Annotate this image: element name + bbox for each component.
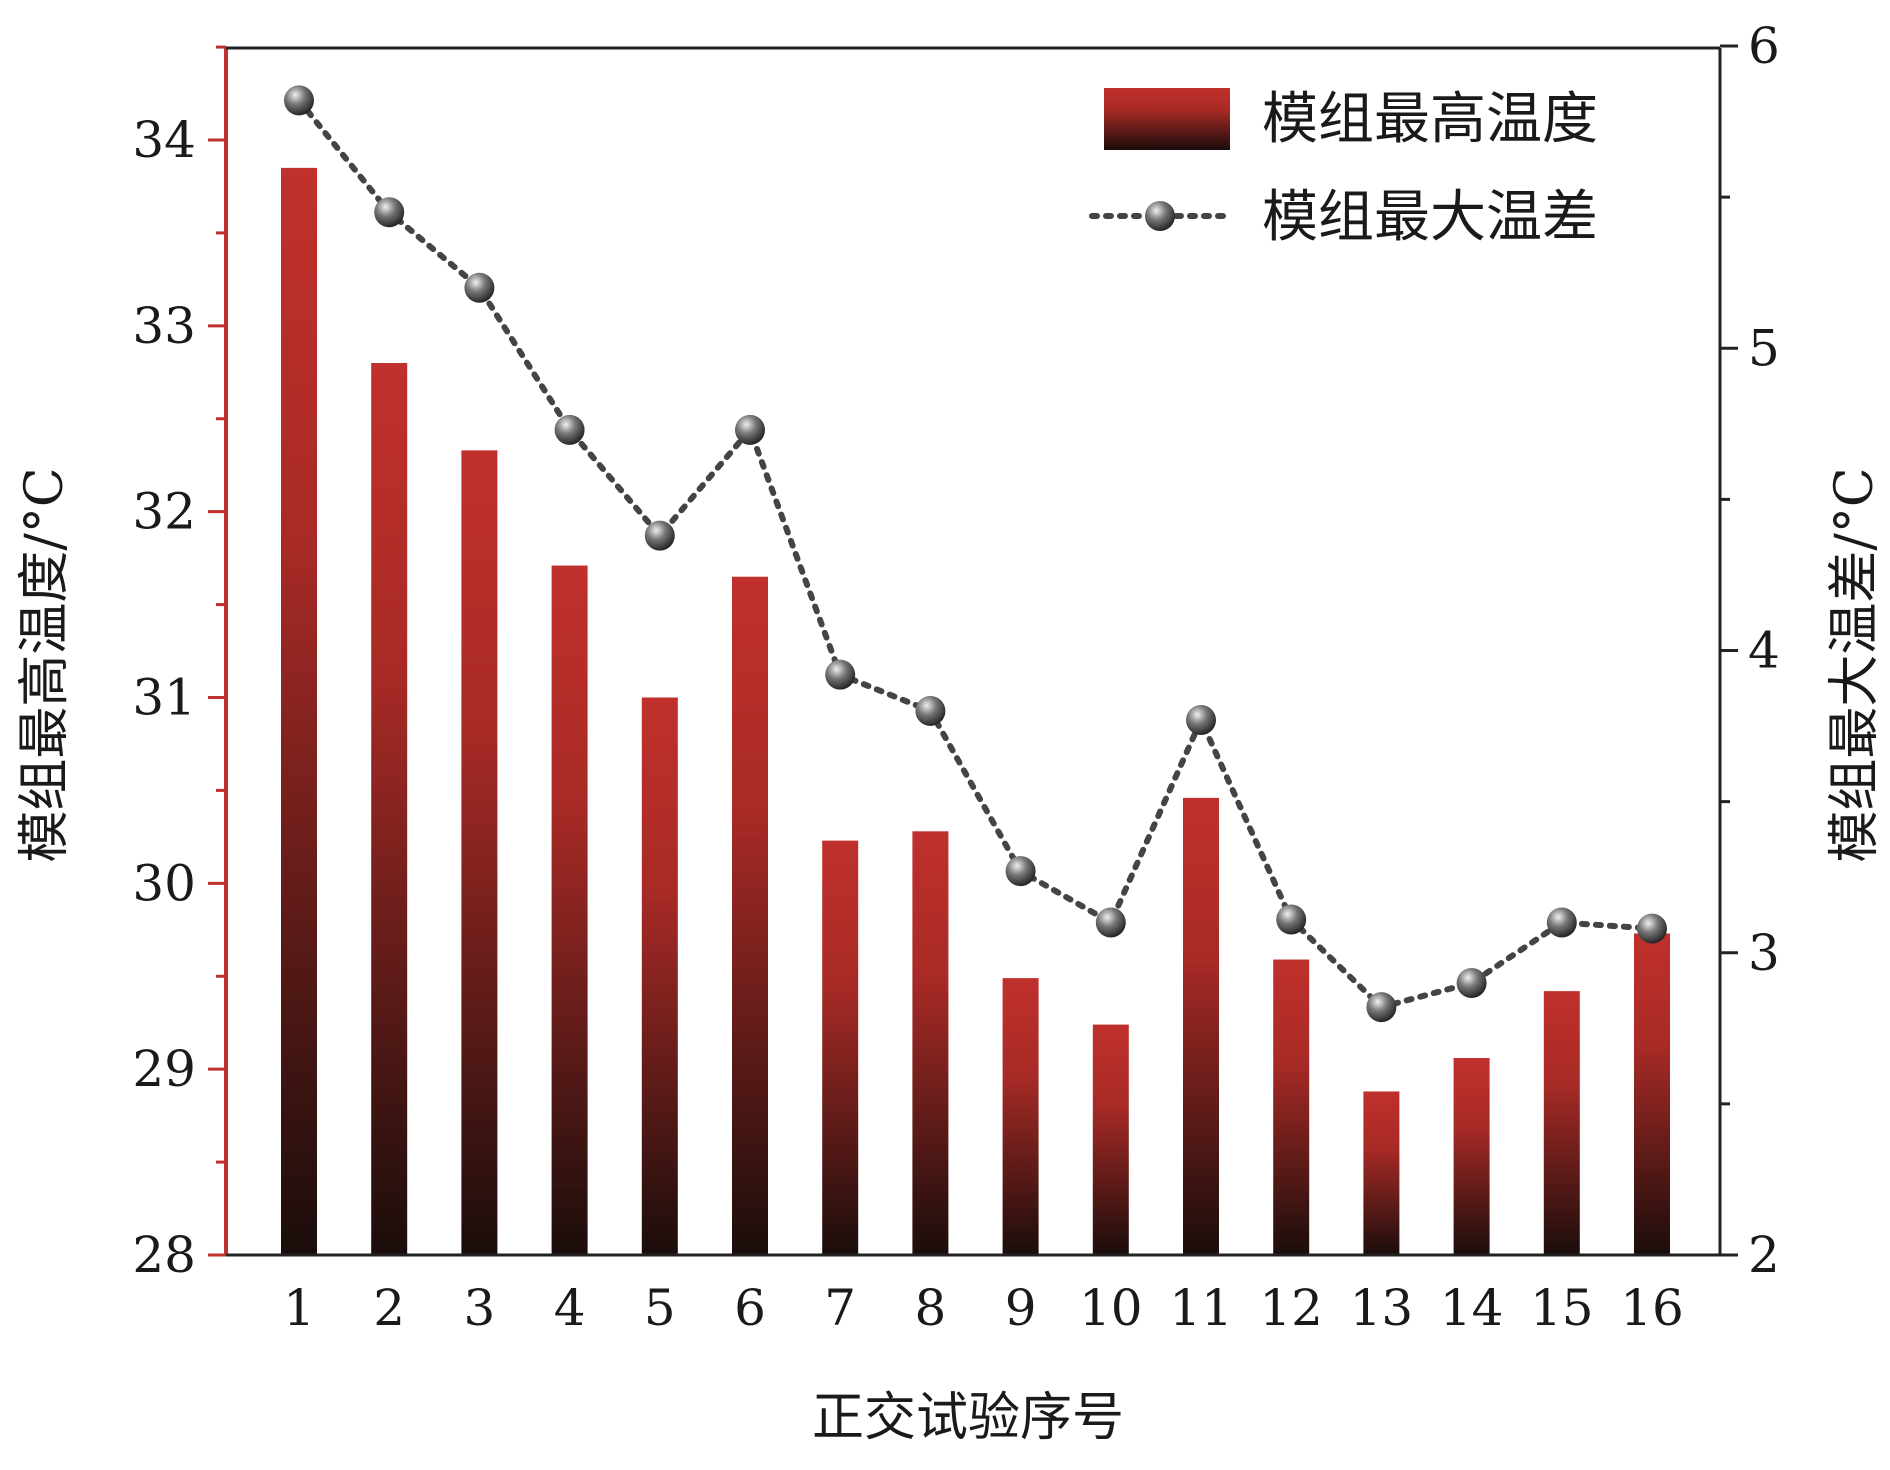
bars-layer: [281, 167, 1670, 1255]
bar-9: [1002, 978, 1039, 1255]
x-tick-label: 5: [644, 1279, 676, 1337]
bar-16: [1634, 933, 1670, 1255]
bar-2: [371, 363, 408, 1255]
x-tick-label: 4: [554, 1279, 586, 1337]
y-axis-title-left: 模组最高温度/°C: [15, 467, 75, 862]
x-tick-label: 10: [1079, 1279, 1143, 1337]
line-point-2: [374, 197, 405, 228]
line-point-15: [1546, 907, 1577, 938]
x-tick-label: 14: [1440, 1279, 1504, 1337]
x-tick-label: 12: [1259, 1279, 1323, 1337]
x-tick-label: 1: [283, 1279, 315, 1337]
x-tick-label: 13: [1350, 1279, 1414, 1337]
x-tick-label: 7: [824, 1279, 856, 1337]
line-point-13: [1366, 992, 1397, 1023]
line-point-3: [464, 272, 495, 303]
bar-6: [732, 576, 768, 1255]
x-tick-label: 8: [914, 1279, 946, 1337]
x-tick-label: 16: [1620, 1279, 1684, 1337]
bar-12: [1273, 959, 1310, 1255]
legend-line-marker: [1145, 201, 1175, 231]
bar-5: [641, 697, 678, 1255]
y-left-tick-label: 29: [132, 1040, 196, 1098]
x-tick-label: 9: [1005, 1279, 1037, 1337]
line-series-max-temp-diff: [296, 97, 1655, 1011]
x-tick-label: 15: [1530, 1279, 1594, 1337]
y-right-tick-label: 2: [1748, 1226, 1780, 1284]
line-point-10: [1095, 907, 1126, 938]
y-right-tick-label: 6: [1748, 17, 1780, 75]
line-point-5: [644, 520, 675, 551]
line-point-4: [554, 414, 585, 445]
y-left-tick-label: 32: [132, 483, 196, 541]
y-left-tick-label: 33: [132, 297, 196, 355]
x-tick-label: 6: [734, 1279, 766, 1337]
line-point-16: [1637, 913, 1667, 944]
bar-4: [551, 565, 588, 1255]
line-point-11: [1186, 705, 1216, 736]
legend-bar-swatch: [1104, 88, 1230, 150]
y-right-tick-label: 4: [1748, 622, 1780, 680]
bar-8: [912, 831, 949, 1255]
legend-line-label: 模组最大温差: [1262, 185, 1598, 250]
line-point-1: [284, 85, 314, 116]
y-right-tick-label: 3: [1748, 924, 1780, 982]
x-tick-label: 2: [373, 1279, 405, 1337]
line-layer: [284, 85, 1667, 1023]
bar-3: [461, 450, 498, 1255]
line-point-14: [1456, 967, 1487, 998]
y-left-tick-label: 30: [132, 854, 196, 912]
y-axis-title-right: 模组最大温差/°C: [1825, 467, 1885, 862]
bar-15: [1543, 991, 1580, 1255]
y-left-tick-label: 34: [132, 111, 196, 169]
y-right-tick-label: 5: [1748, 319, 1780, 377]
line-point-12: [1276, 904, 1307, 935]
bar-1: [281, 167, 317, 1255]
bar-10: [1092, 1024, 1129, 1255]
line-point-7: [825, 659, 856, 690]
line-point-8: [915, 695, 946, 726]
legend-bar-label: 模组最高温度: [1262, 87, 1598, 152]
bar-11: [1183, 797, 1219, 1255]
x-tick-label: 3: [463, 1279, 495, 1337]
x-tick-label: 11: [1169, 1279, 1233, 1337]
bar-13: [1363, 1091, 1400, 1255]
y-left-tick-label: 28: [132, 1226, 196, 1284]
legend: 模组最高温度 模组最大温差: [1089, 87, 1598, 250]
bar-14: [1453, 1058, 1490, 1255]
y-left-tick-label: 31: [132, 669, 196, 727]
line-point-9: [1005, 856, 1036, 887]
x-axis-title: 正交试验序号: [812, 1388, 1124, 1448]
bar-7: [822, 840, 859, 1255]
line-point-6: [735, 414, 765, 445]
